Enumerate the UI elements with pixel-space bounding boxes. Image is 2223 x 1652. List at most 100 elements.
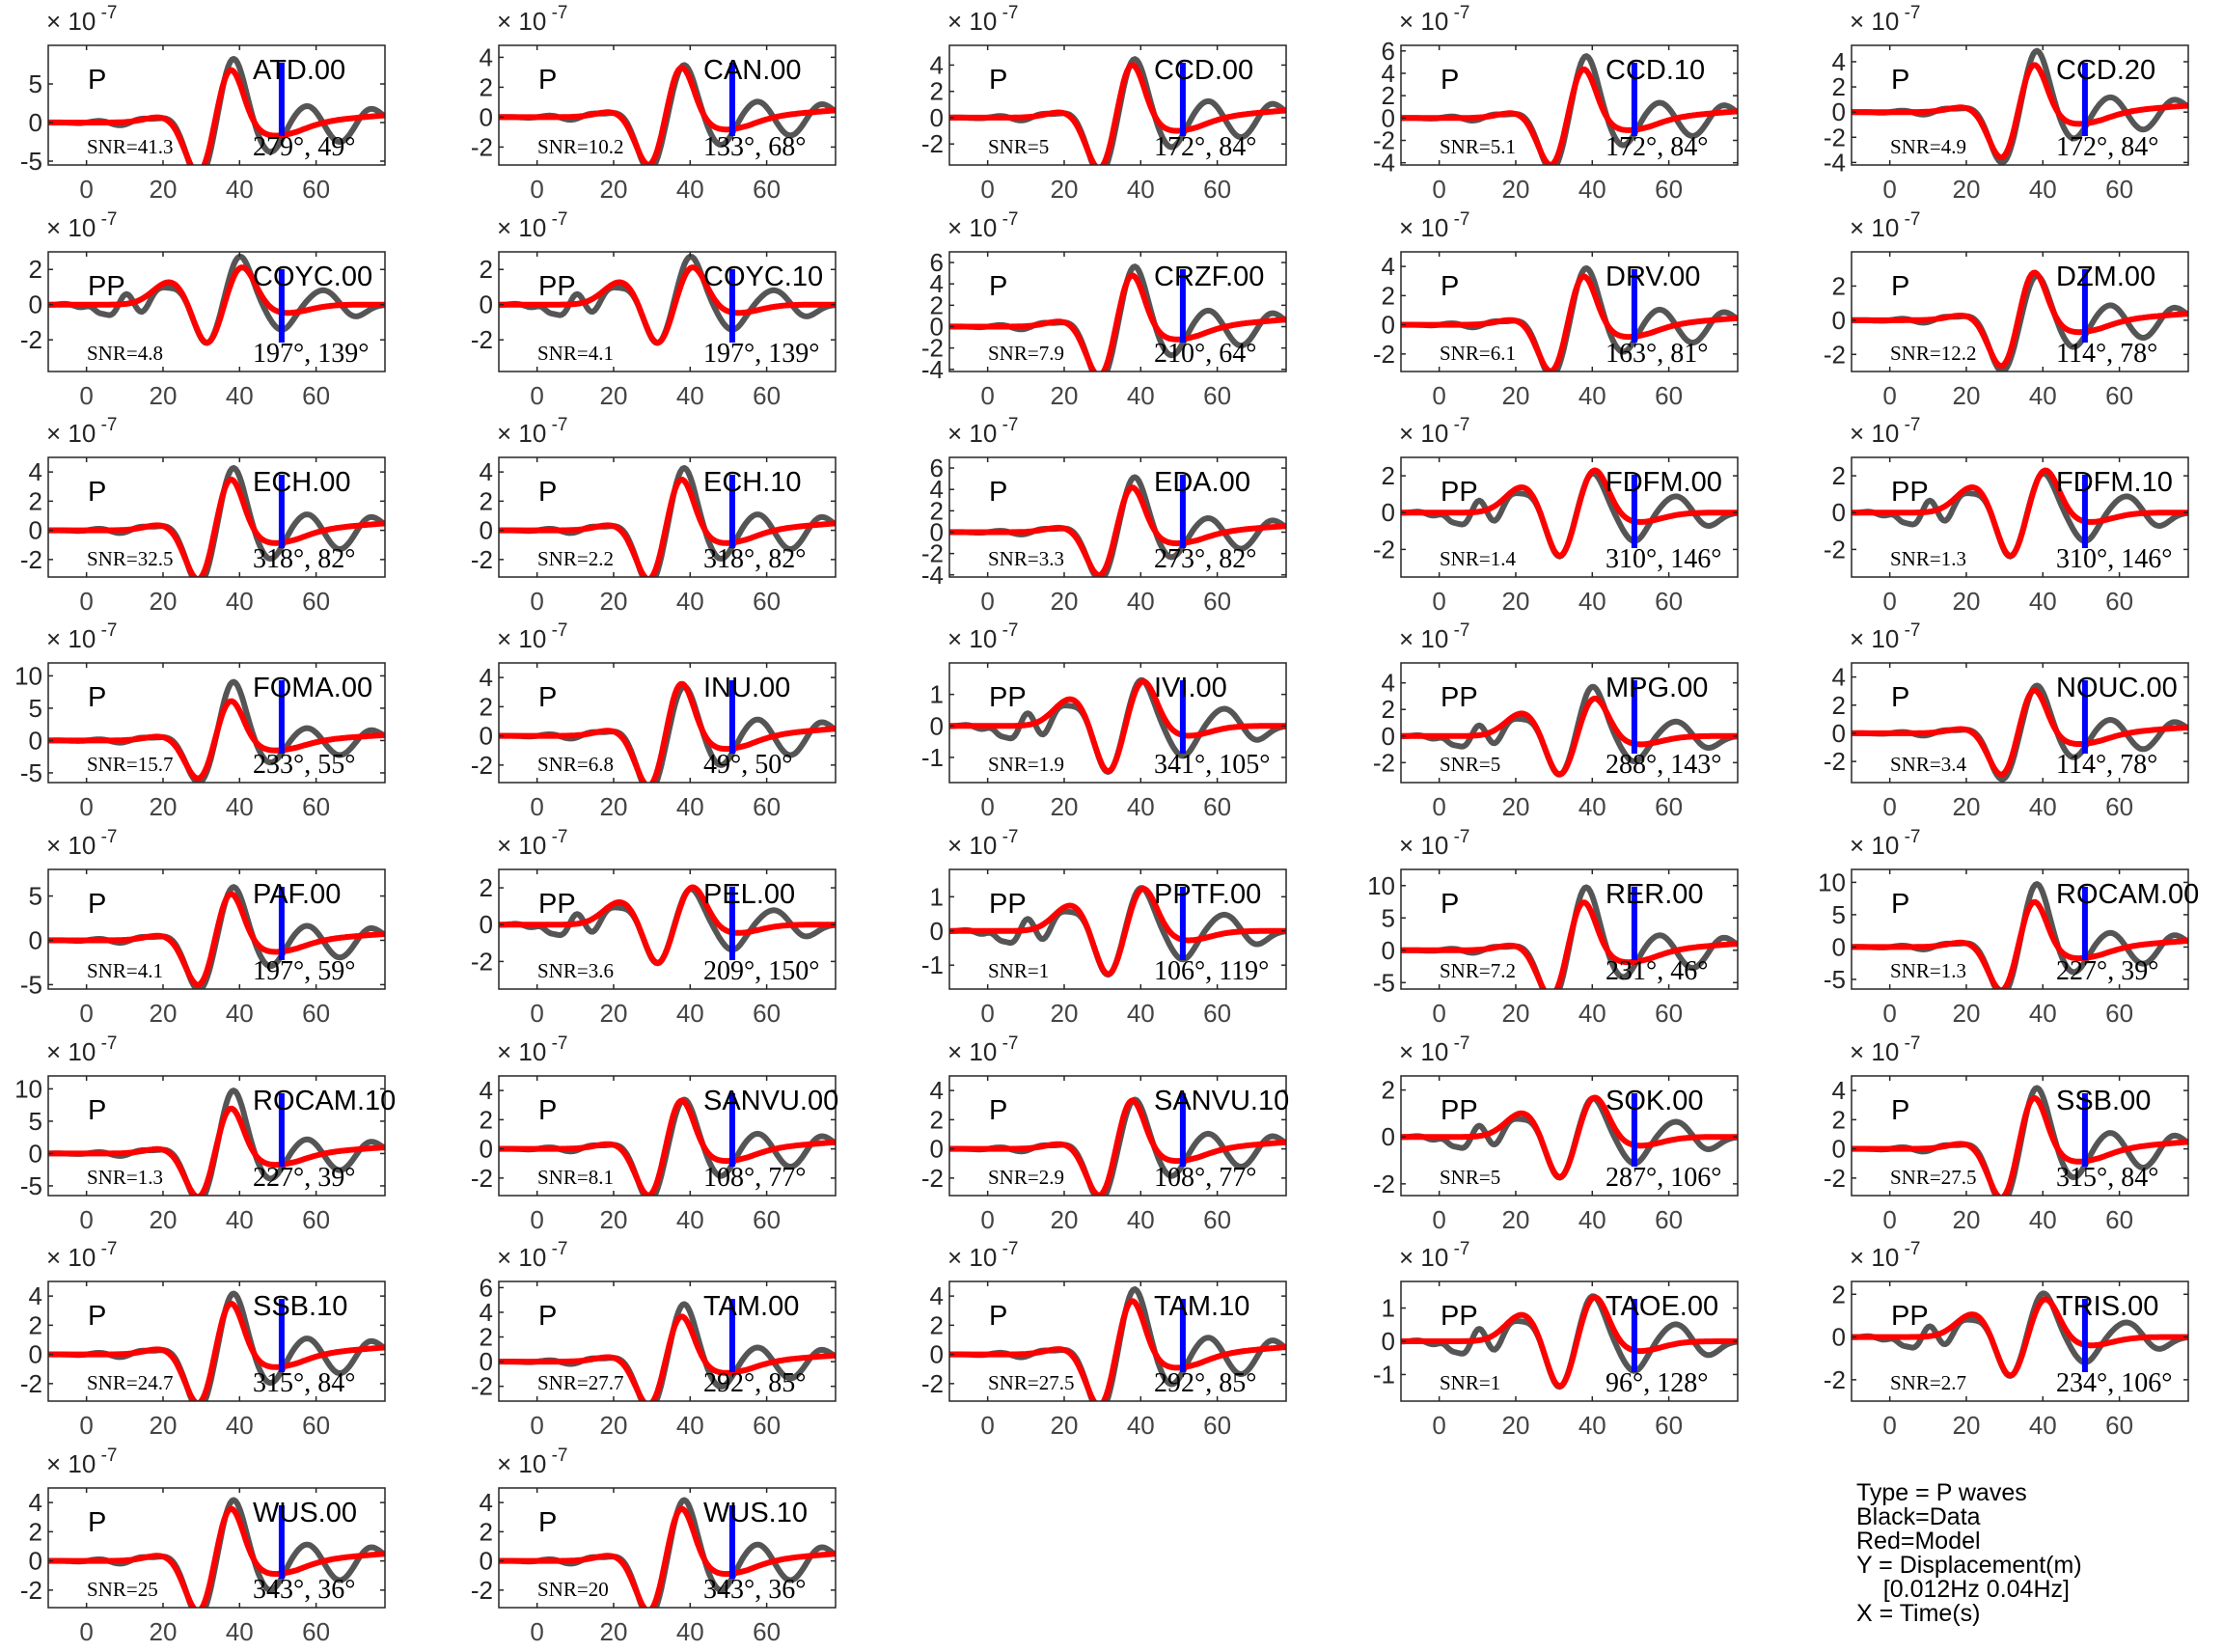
y-exponent-label: × 10 -7 — [497, 1239, 568, 1272]
azimuth-angles-label: 114°, 78° — [2056, 339, 2157, 369]
axes-box — [1400, 44, 1739, 166]
azimuth-angles-label: 341°, 105° — [1154, 750, 1270, 780]
panel-curves — [499, 884, 836, 967]
y-tick-label: 0 — [1832, 932, 1846, 961]
model-trace — [499, 1313, 836, 1401]
azimuth-angles-label: 172°, 84° — [2056, 132, 2158, 162]
y-tick-label: 4 — [1382, 59, 1395, 88]
x-tick-label: 40 — [226, 1617, 254, 1646]
y-exponent-label: × 10 -7 — [497, 415, 568, 448]
y-exponent-power: -7 — [1448, 209, 1469, 230]
x-tick-label: 60 — [302, 381, 330, 410]
azimuth-angles-label: 172°, 84° — [1154, 132, 1256, 162]
axes-box — [498, 868, 837, 990]
axes-box — [498, 662, 837, 784]
phase-label: P — [1891, 271, 1909, 302]
phase-label: P — [538, 1507, 557, 1538]
model-trace — [499, 65, 836, 165]
x-tick-label: 0 — [530, 587, 543, 616]
y-tick-label: 4 — [480, 42, 493, 71]
panel-curves — [1401, 884, 1738, 989]
model-trace — [499, 680, 836, 783]
y-exponent-power: -7 — [997, 620, 1018, 641]
x-tick-label: 60 — [1203, 175, 1231, 204]
snr-label: SNR=1.9 — [988, 753, 1064, 776]
snr-label: SNR=7.9 — [988, 342, 1064, 365]
snr-label: SNR=15.7 — [87, 753, 173, 776]
panel-curves — [48, 1290, 385, 1401]
model-trace — [949, 1298, 1286, 1401]
x-tick-label: 20 — [600, 1617, 628, 1646]
x-tick-label: 60 — [1203, 1205, 1231, 1234]
station-label: ROCAM.00 — [2056, 879, 2199, 910]
model-trace — [48, 1105, 385, 1196]
phase-label: P — [1441, 889, 1459, 920]
y-tick-label: 5 — [1382, 903, 1395, 932]
x-tick-label: 40 — [1578, 381, 1606, 410]
y-tick-label: 6 — [480, 1273, 493, 1302]
waveform-panel-foma-00: 0 20 40 60 10 5 0 -5 × 10 -7 P FOMA.00 SNR=15.7 233°… — [14, 620, 386, 821]
y-tick-label: 2 — [1832, 1280, 1846, 1308]
waveform-panel-taoe-00: 0 20 40 60 1 0 -1 × 10 -7 PP TAOE.00 SNR=1 96°, 128… — [1373, 1239, 1739, 1440]
panel-curves — [499, 1096, 836, 1196]
x-tick-label: 0 — [530, 1205, 543, 1234]
x-tick-label: 0 — [79, 1205, 93, 1234]
panel-curves — [48, 465, 385, 577]
x-tick-label: 60 — [753, 587, 781, 616]
y-tick-label: 0 — [930, 518, 944, 547]
x-tick-label: 40 — [1578, 175, 1606, 204]
axes-box — [1851, 868, 2189, 990]
x-tick-label: 20 — [1051, 999, 1079, 1028]
x-tick-label: 0 — [530, 1617, 543, 1646]
x-tick-label: 60 — [753, 1617, 781, 1646]
x-tick-label: 0 — [79, 175, 93, 204]
x-tick-label: 40 — [2029, 587, 2057, 616]
phase-label: PP — [1441, 1095, 1478, 1126]
x-tick-label: 20 — [600, 587, 628, 616]
x-tick-label: 0 — [1882, 175, 1896, 204]
x-tick-label: 0 — [980, 792, 994, 821]
azimuth-angles-label: 315°, 84° — [2056, 1163, 2158, 1193]
x-tick-label: 0 — [530, 792, 543, 821]
station-label: COYC.00 — [253, 262, 372, 292]
x-tick-label: 40 — [676, 999, 704, 1028]
azimuth-angles-label: 288°, 143° — [1606, 750, 1721, 780]
y-tick-label: 6 — [930, 248, 944, 277]
model-trace — [499, 1505, 836, 1608]
azimuth-angles-label: 310°, 146° — [2056, 544, 2172, 574]
x-tick-label: 40 — [676, 1411, 704, 1440]
y-exponent-label: × 10 -7 — [1850, 1239, 1921, 1272]
legend-black-data: Black=Data — [1856, 1503, 1981, 1530]
station-label: PEL.00 — [703, 879, 795, 910]
model-trace — [499, 264, 836, 346]
phase-label: P — [989, 477, 1007, 508]
y-tick-label: 2 — [29, 255, 42, 284]
model-trace — [48, 698, 385, 782]
y-tick-label: 0 — [930, 1340, 944, 1369]
panel-curves — [48, 678, 385, 783]
axes-box — [1400, 1075, 1739, 1197]
y-tick-label: -2 — [1373, 340, 1395, 369]
y-exponent-label: × 10 -7 — [1850, 3, 1921, 36]
x-tick-label: 60 — [302, 999, 330, 1028]
axes-box — [1400, 456, 1739, 578]
station-label: SOK.00 — [1606, 1086, 1704, 1116]
y-tick-label: -2 — [471, 132, 493, 161]
x-tick-label: 20 — [150, 1617, 178, 1646]
y-exponent-power: -7 — [96, 620, 117, 641]
y-exponent-power: -7 — [546, 1033, 567, 1054]
y-tick-label: 4 — [1832, 47, 1846, 76]
x-tick-label: 0 — [530, 175, 543, 204]
y-tick-label: -2 — [1373, 748, 1395, 777]
y-exponent-power: -7 — [546, 620, 567, 641]
axes-box — [948, 868, 1287, 990]
y-tick-label: 5 — [29, 882, 42, 911]
panel-curves — [949, 1096, 1286, 1196]
y-tick-label: 10 — [1367, 871, 1395, 900]
panel-curves — [499, 465, 836, 577]
y-exponent-power: -7 — [997, 1239, 1018, 1259]
